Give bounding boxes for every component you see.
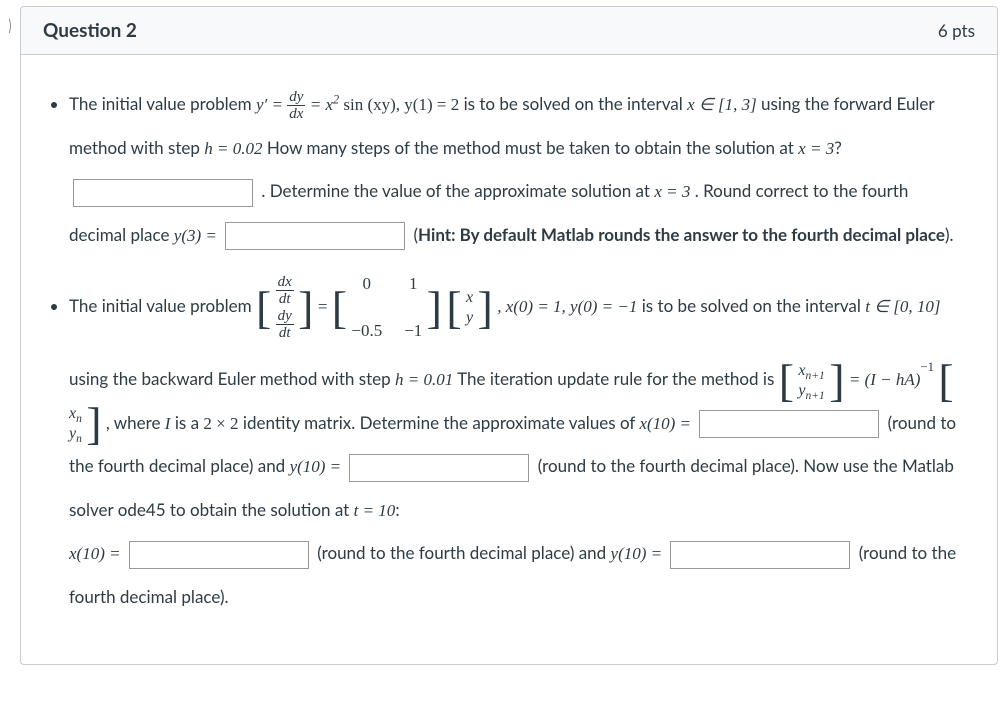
colon: : [395,499,399,520]
math-at: x = 3 [798,139,834,158]
text: is to be solved on the interval [464,93,688,114]
question-points: 6 pts [938,20,975,41]
question-title: Question 2 [43,19,137,42]
sin: sin (xy), y(1) = 2 [339,95,459,114]
text: How many steps of the method must be tak… [267,137,798,158]
d: dt [279,325,291,341]
hint-close: ). [945,224,954,245]
m11: −1 [404,310,422,353]
x: x [466,288,473,308]
answer-y10-ode45-input[interactable] [670,541,850,569]
answer-y3-input[interactable] [225,222,405,250]
n: dy [278,308,292,324]
text: is a [175,412,204,433]
matrix-A: 0 1 −0.5 −1 [351,263,422,352]
math-eq: = x2 sin (xy), y(1) = 2 [310,95,459,114]
math-y3: y(3) = [174,226,221,245]
rbracket-icon: ] [86,403,101,444]
text: , where [106,412,165,433]
text: identity matrix. Determine the approxima… [243,412,640,433]
n: dx [278,274,292,290]
y: y [798,382,805,399]
collapse-toggle[interactable]: ⟩ [0,6,20,665]
t: = x [310,95,333,114]
math-interval: x ∈ [1, 3] [687,95,757,114]
text: The initial value problem [69,295,256,316]
x10b: x(10) = [69,544,125,563]
math-step: h = 0.02 [204,139,262,158]
sub: n [76,433,82,445]
text: The iteration update rule for the method… [457,368,779,389]
answer-x10-ode45-input[interactable] [129,541,309,569]
text: (round to the fourth decimal place) and [317,542,610,563]
xy-vector: x y [466,288,473,328]
frac-num: dy [289,89,303,105]
text: The initial value problem [69,93,256,114]
question-body: The initial value problem y′ = dy dx = x… [21,55,997,664]
text: is to be solved on the interval [642,295,866,316]
next-vector: xn+1 yn+1 [798,361,824,401]
x: x [798,362,805,379]
sub: n+1 [806,390,825,402]
frac-den: dx [289,106,303,122]
math-at2: x = 3 [654,182,690,201]
y: y [466,308,473,328]
lbracket-icon: [ [256,287,271,328]
iter-rule: = (I − hA) [849,370,921,389]
x10: x(10) = [639,414,695,433]
problem-1: The initial value problem y′ = dy dx = x… [69,83,969,257]
qmark: ? [834,137,842,158]
question-card: Question 2 6 pts The initial value probl… [20,6,998,665]
answer-y10-euler-input[interactable] [349,454,529,482]
equals: = [318,297,332,316]
math-yprime: y′ = [256,95,287,114]
inv: −1 [920,360,934,374]
deriv-vector: dxdt dydt [276,274,294,342]
rbracket-icon: ] [427,287,442,328]
lbracket-icon: [ [779,360,794,401]
d: dt [279,291,291,307]
t10: t = 10 [354,501,396,520]
y10b: y(10) = [611,544,667,563]
text: using the backward Euler method with ste… [69,368,395,389]
initial-conditions: , x(0) = 1, y(0) = −1 [497,297,637,316]
lbracket-icon: [ [446,287,461,328]
math-frac-dydx: dy dx [287,89,305,123]
rbracket-icon: ] [298,287,313,328]
answer-x10-euler-input[interactable] [699,410,879,438]
m01: 1 [404,263,422,306]
text: . Determine the value of the approximate… [261,180,654,201]
rbracket-icon: ] [478,287,493,328]
lbracket-icon: [ [332,287,347,328]
two-by-two: 2 × 2 [203,414,238,433]
t-interval: t ∈ [0, 10] [865,297,940,316]
answer-steps-input[interactable] [73,179,253,207]
question-header: Question 2 6 pts [21,7,997,55]
lbracket-icon: [ [938,360,953,401]
rbracket-icon: ] [829,360,844,401]
step: h = 0.01 [395,370,453,389]
I: I [165,414,171,433]
hint-text: Hint: By default Matlab rounds the answe… [418,224,945,245]
chevron-right-icon: ⟩ [8,16,12,35]
cur-vector: xn yn [69,404,82,444]
m00: 0 [351,263,382,306]
m10: −0.5 [351,310,382,353]
problem-2: The initial value problem [ dxdt dydt ] … [69,263,969,618]
y10: y(10) = [290,457,346,476]
